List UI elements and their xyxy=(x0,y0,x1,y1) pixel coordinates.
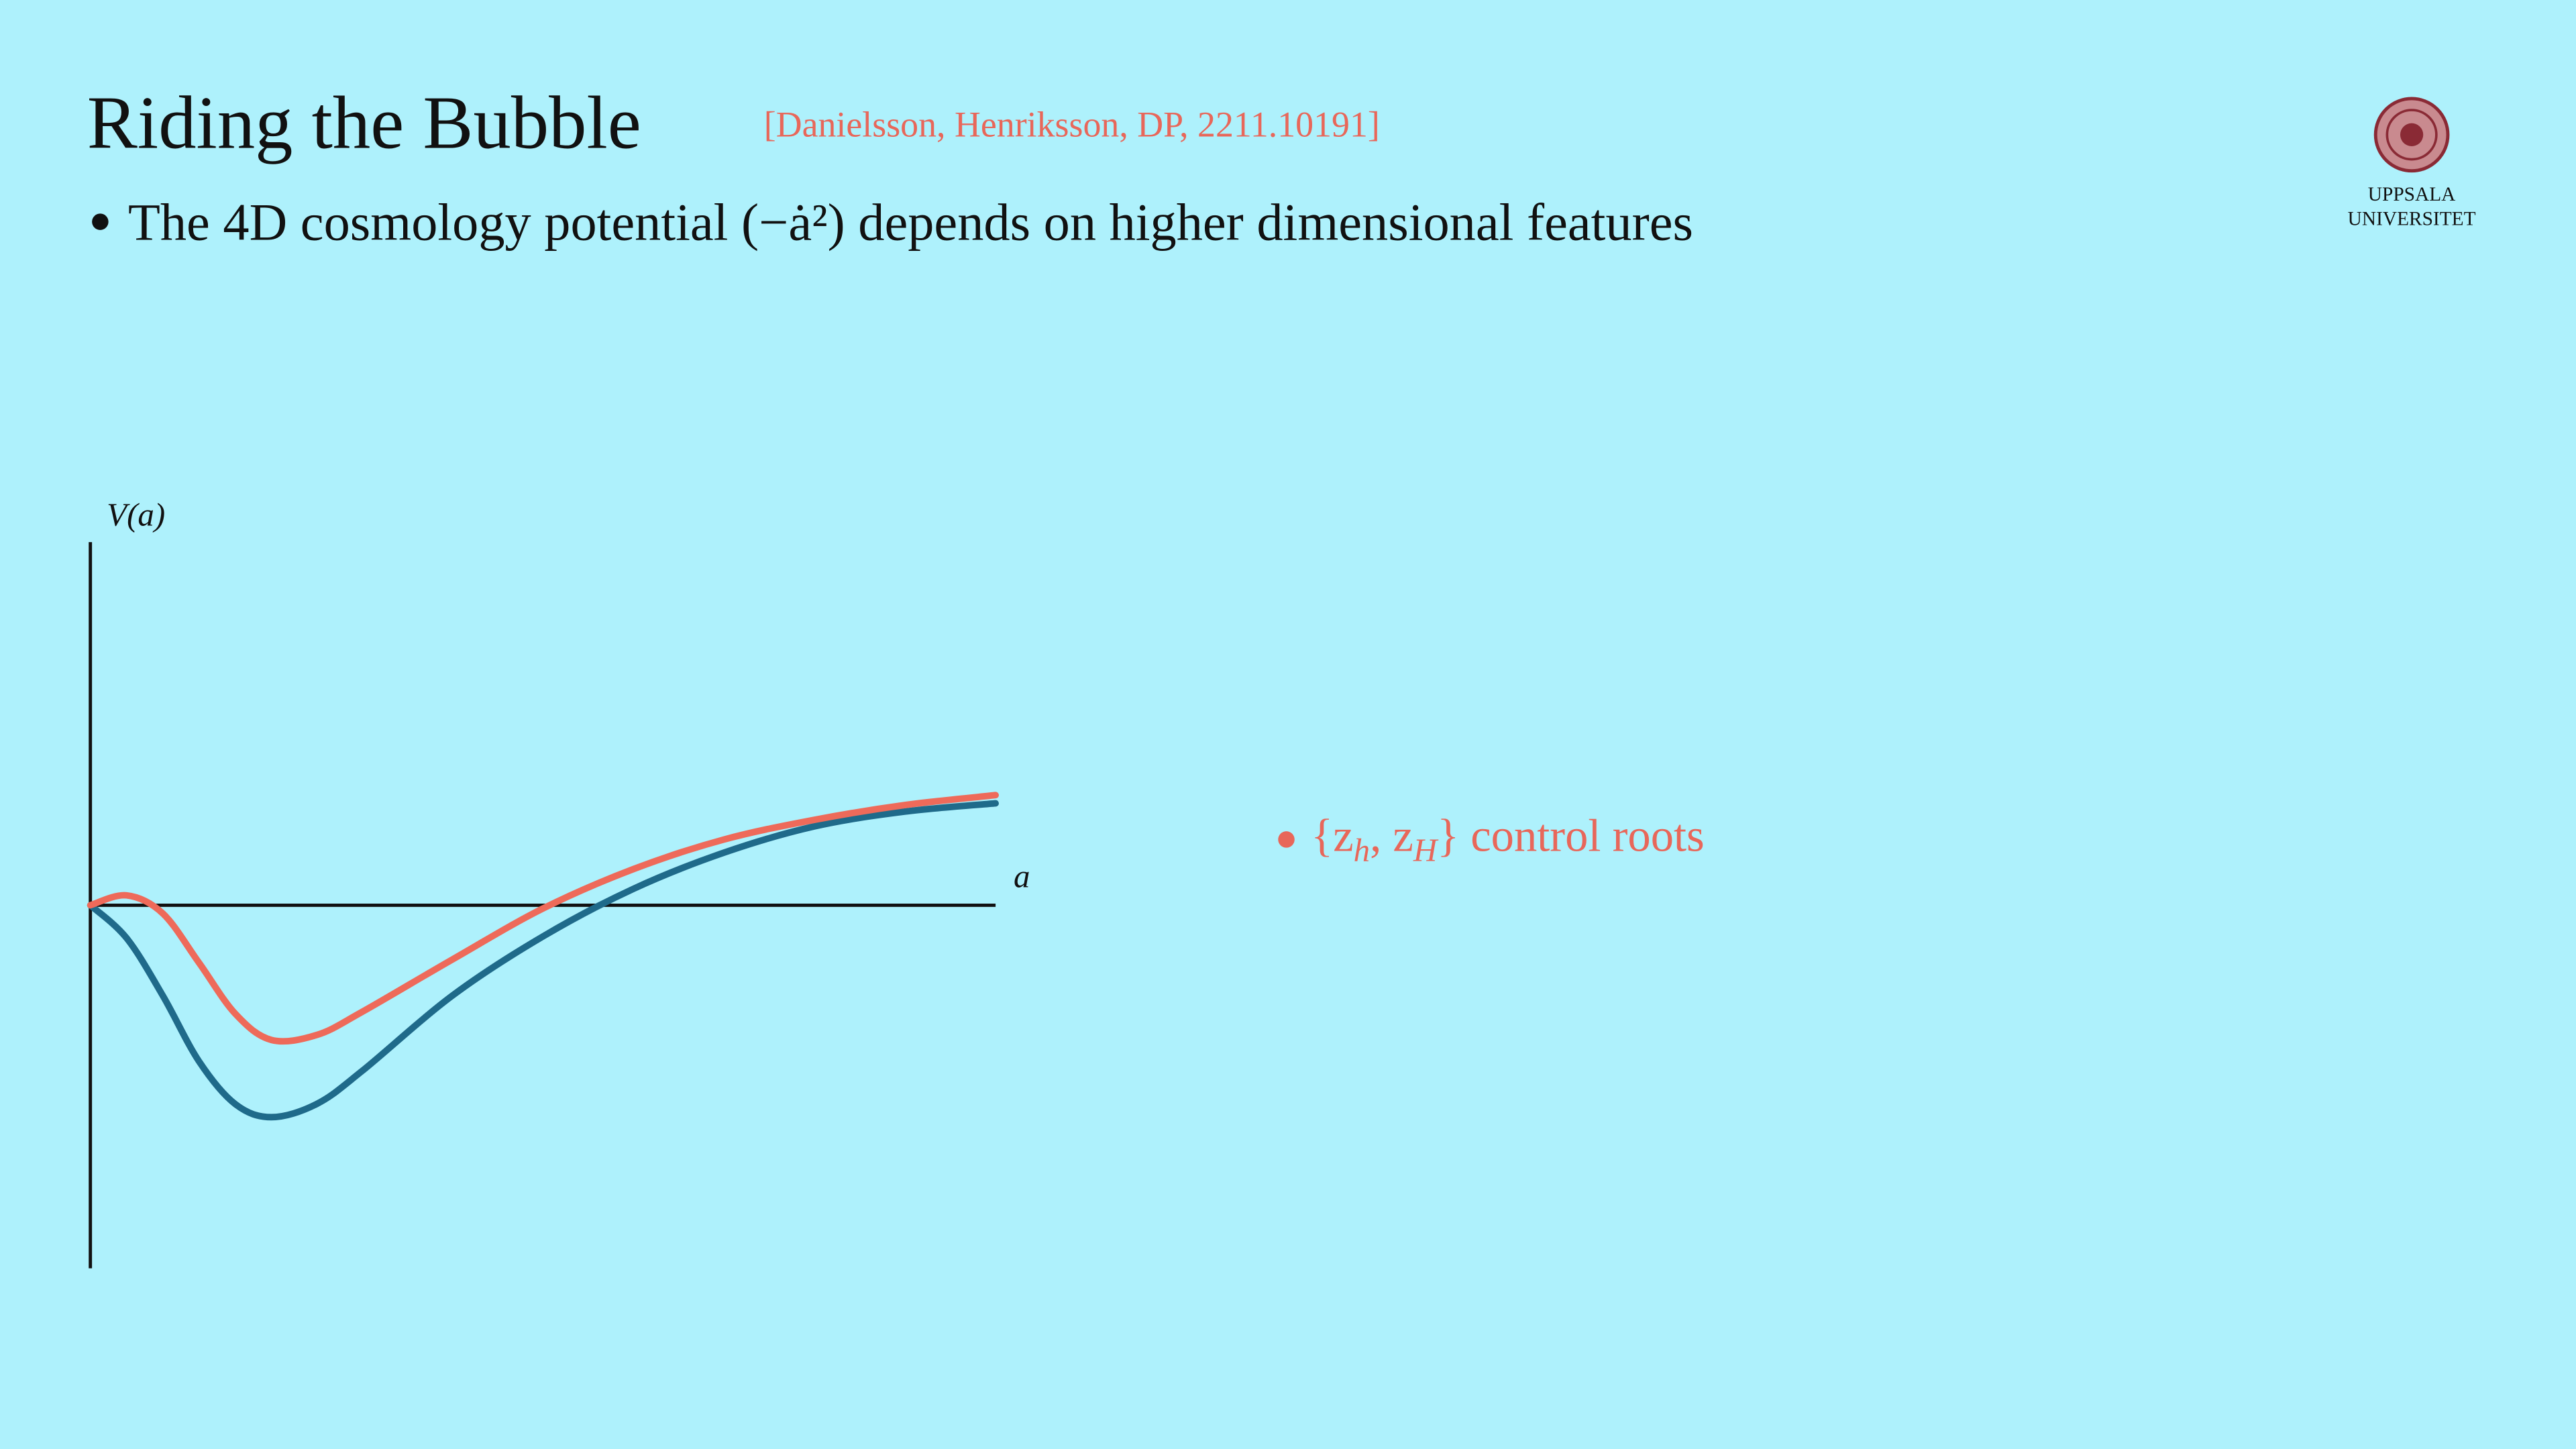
note-fragment: } control roots xyxy=(1437,810,1705,861)
x-axis-label: a xyxy=(1014,857,1030,894)
logo-ring xyxy=(2385,109,2438,161)
note-fragment: , z xyxy=(1370,810,1413,861)
bullet-text: The 4D cosmology potential (−ȧ²) depends… xyxy=(128,193,1693,252)
side-note: {zh, zH} control roots xyxy=(1311,810,1704,869)
slide-title: Riding the Bubble xyxy=(87,81,641,164)
bullet-dot xyxy=(92,213,109,230)
subscript: h xyxy=(1354,831,1370,868)
logo xyxy=(2373,97,2450,173)
potential-curve xyxy=(87,792,999,1045)
side-bullet-dot xyxy=(1278,831,1295,848)
logo-center xyxy=(2400,123,2424,146)
note-fragment: {z xyxy=(1311,810,1353,861)
subscript: H xyxy=(1413,831,1439,868)
potential-curve xyxy=(87,800,999,1121)
y-axis-label: V(a) xyxy=(107,496,165,533)
logo-text: UPPSALA xyxy=(2368,184,2456,205)
reference: [Danielsson, Henriksson, DP, 2211.10191] xyxy=(764,104,1380,144)
logo-text: UNIVERSITET xyxy=(2348,209,2476,230)
